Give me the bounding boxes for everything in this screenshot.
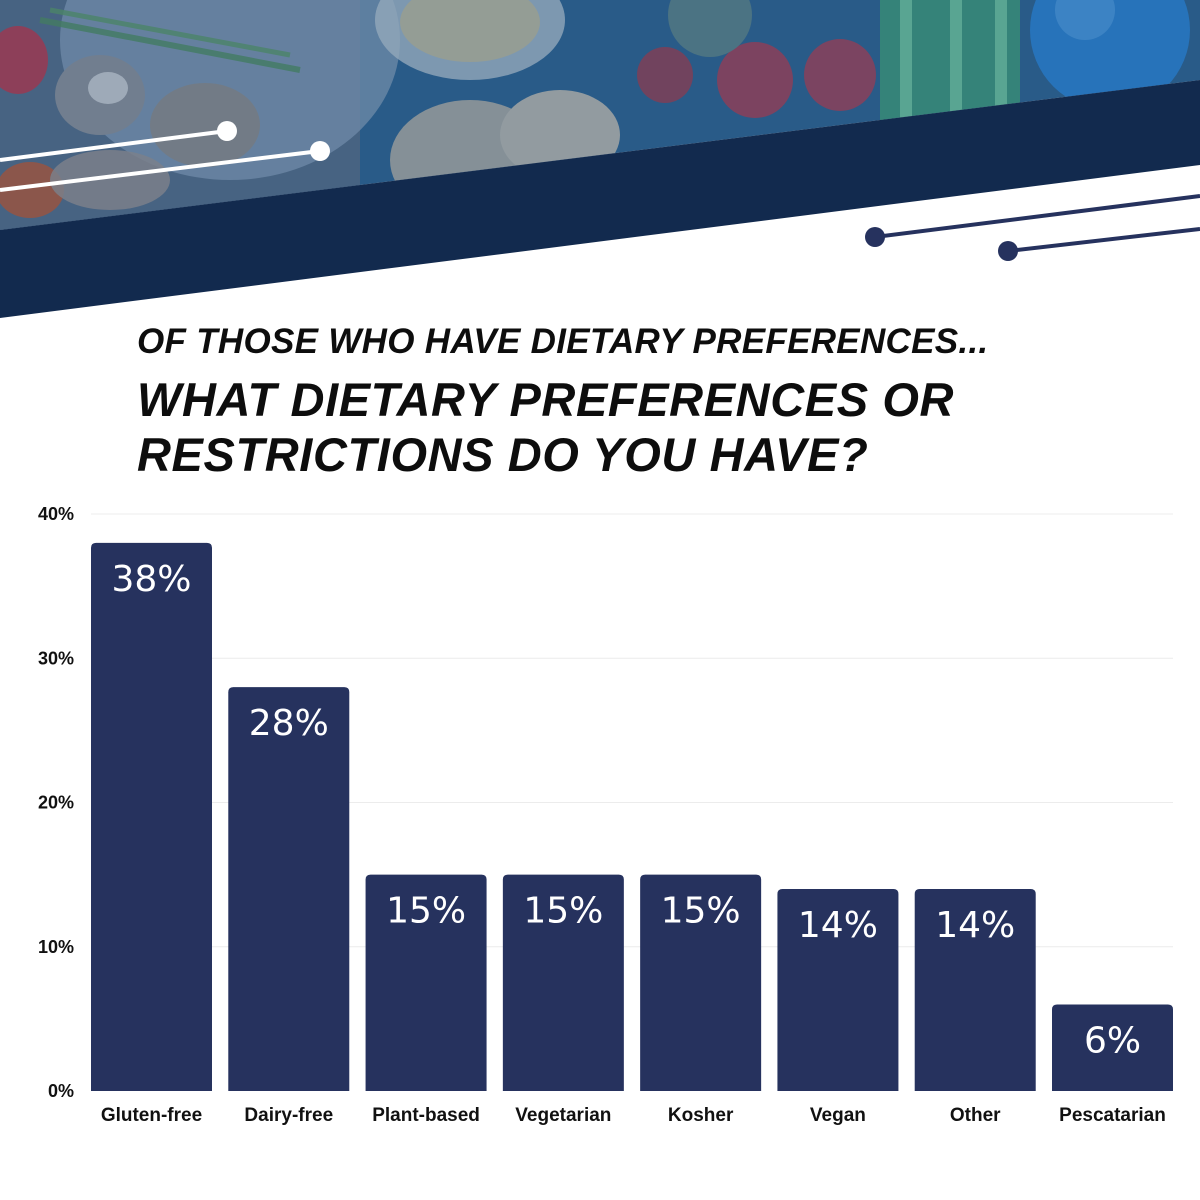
y-tick-label: 10%	[38, 937, 74, 957]
x-tick-label: Plant-based	[372, 1105, 480, 1126]
bar-vegan	[777, 889, 899, 1091]
data-label: 14%	[798, 905, 878, 946]
navy-diagonal-band	[0, 80, 1200, 318]
header-banner	[0, 0, 1200, 318]
x-tick-label: Dairy-free	[244, 1105, 333, 1126]
y-tick-label: 0%	[48, 1081, 74, 1101]
x-tick-label: Gluten-free	[101, 1105, 202, 1126]
bar-gluten-free	[91, 542, 212, 1091]
x-tick-label: Kosher	[668, 1105, 734, 1126]
x-tick-label: Other	[950, 1105, 1001, 1126]
y-tick-label: 40%	[38, 504, 74, 524]
data-label: 6%	[1084, 1020, 1141, 1061]
chart-pretitle: OF THOSE WHO HAVE DIETARY PREFERENCES...	[137, 322, 989, 361]
y-tick-label: 30%	[38, 648, 74, 668]
data-label: 15%	[386, 891, 466, 932]
y-axis-ticks: 0% 10% 20% 30% 40%	[38, 504, 74, 1101]
decor-dot	[217, 121, 237, 141]
y-tick-label: 20%	[38, 793, 74, 813]
chart-title-line-1: WHAT DIETARY PREFERENCES OR	[137, 373, 955, 426]
x-tick-label: Vegan	[810, 1105, 866, 1126]
decor-dot	[998, 241, 1018, 261]
decor-dot	[865, 227, 885, 247]
data-label: 28%	[249, 703, 329, 744]
bar-pescatarian	[1052, 1004, 1173, 1091]
data-label: 38%	[111, 559, 191, 600]
bars: 38% 28% 15% 15% 15% 14% 14% 6%	[91, 542, 1173, 1091]
data-label: 15%	[523, 891, 603, 932]
x-axis-ticks: Gluten-free Dairy-free Plant-based Vegetari…	[101, 1105, 1166, 1126]
x-tick-label: Pescatarian	[1059, 1105, 1166, 1126]
bar-kosher	[640, 874, 762, 1091]
decor-dot	[310, 141, 330, 161]
bar-vegetarian	[502, 874, 624, 1091]
data-label: 15%	[661, 891, 741, 932]
bar-other	[914, 889, 1036, 1091]
data-label: 14%	[935, 905, 1015, 946]
chart-title-line-2: RESTRICTIONS DO YOU HAVE?	[137, 428, 869, 481]
bar-plant-based	[365, 874, 487, 1091]
x-tick-label: Vegetarian	[515, 1105, 611, 1126]
bar-dairy-free	[228, 687, 350, 1091]
